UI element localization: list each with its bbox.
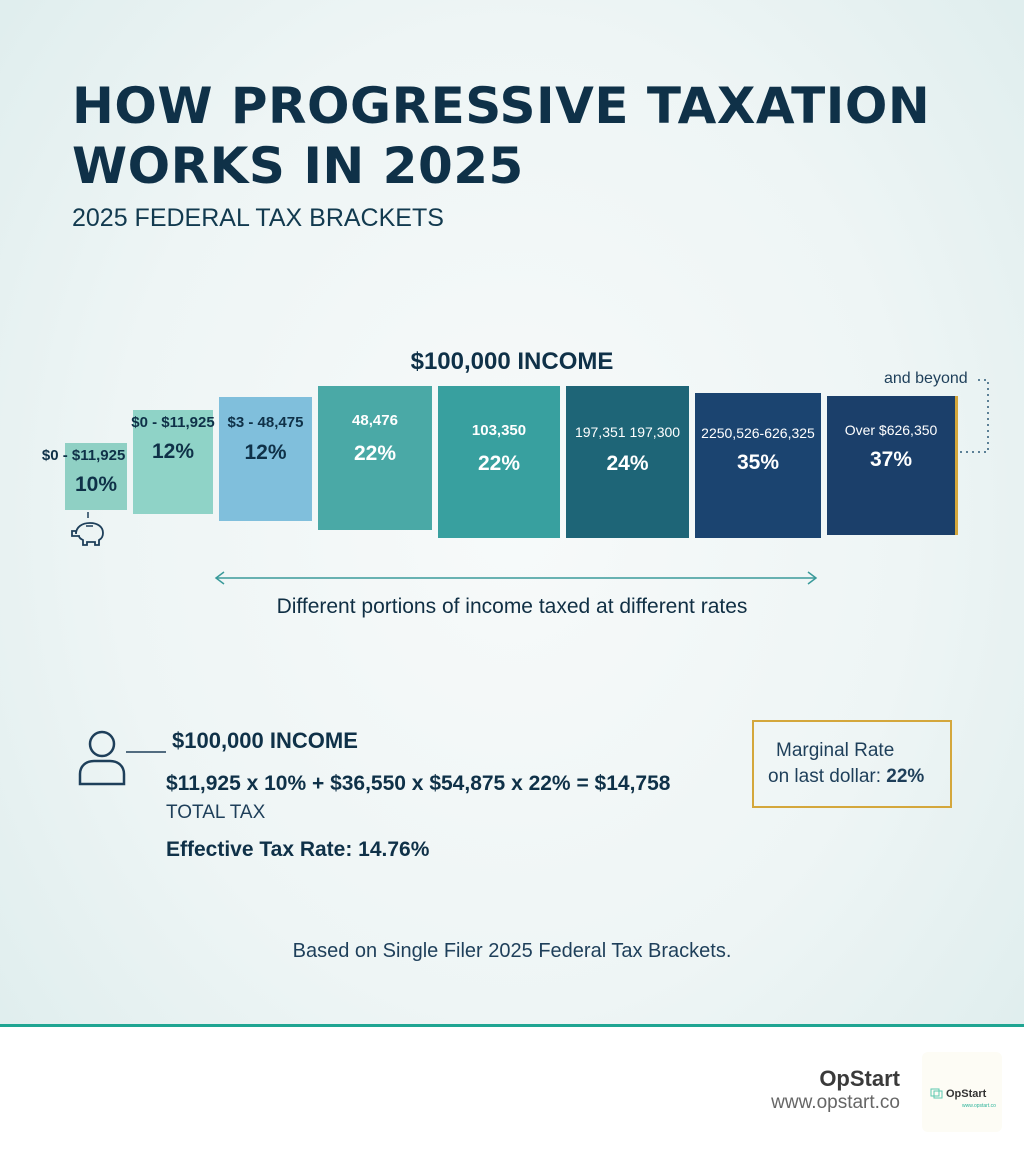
bracket-rate: 37% (869, 448, 913, 471)
brand-url[interactable]: www.opstart.co (771, 1092, 900, 1113)
bracket-rate: 22% (353, 442, 397, 465)
logo-squares-icon (930, 1088, 943, 1099)
person-icon (78, 730, 166, 786)
and-beyond-label: and beyond (884, 370, 968, 387)
bracket-box: 2250,526-626,325 35% (695, 393, 821, 538)
bracket-rate: 24% (606, 452, 649, 475)
tax-formula: $11,925 x 10% + $36,550 x $54,875 x 22% … (166, 772, 671, 795)
bracket-range: 197,351 197,300 (574, 424, 681, 440)
brand-name: OpStart (819, 1066, 900, 1091)
bracket-range: 2250,526-626,325 (701, 425, 815, 441)
subtitle: 2025 FEDERAL TAX BRACKETS (72, 204, 444, 232)
logo-text: OpStart (946, 1088, 987, 1100)
bracket-range: 103,350 (471, 422, 527, 439)
logo-url: www.opstart.co (962, 1103, 996, 1109)
bracket-box: 48,476 22% (318, 386, 432, 530)
bracket-rate: 10% (74, 473, 118, 496)
basis-note: Based on Single Filer 2025 Federal Tax B… (292, 940, 732, 962)
title-line-1: HOW PROGRESSIVE TAXATION (72, 77, 931, 135)
piggy-bank-icon (71, 512, 104, 546)
bracket-rate: 12% (244, 441, 287, 464)
title-line-2: WORKS IN 2025 (72, 137, 524, 195)
bracket-range: $0 - $11,925 (131, 414, 215, 431)
bracket-box: 103,350 22% (438, 386, 560, 538)
total-tax-label: TOTAL TAX (166, 802, 266, 823)
bracket-range: $0 - $11,925 (41, 447, 126, 464)
opstart-logo: OpStart www.opstart.co (922, 1052, 1002, 1132)
bracket-rate: 35% (736, 451, 780, 474)
effective-rate: Effective Tax Rate: 14.76% (166, 838, 430, 861)
marginal-title: Marginal Rate (776, 740, 895, 761)
bracket-box: $0 - $11,925 10% (42, 443, 127, 510)
bracket-box: $0 - $11,925 12% (131, 410, 215, 514)
bracket-box: 197,351 197,300 24% (566, 386, 689, 538)
bracket-range: 48,476 (352, 412, 398, 429)
page-title: HOW PROGRESSIVE TAXATION WORKS IN 2025 (72, 76, 930, 196)
bracket-box: Over $626,350 37% (827, 396, 958, 535)
portions-caption: Different portions of income taxed at di… (276, 595, 748, 618)
portions-arrow (214, 571, 818, 585)
income-label: $100,000 INCOME (410, 348, 614, 375)
marginal-rate: 22% (886, 766, 925, 787)
footer (0, 1024, 1024, 1154)
marginal-rate-box: Marginal Rate on last dollar: 22% (752, 720, 952, 808)
bracket-range: $3 - 48,475 (227, 414, 304, 431)
bracket-rate: 12% (151, 440, 195, 463)
example-income: $100,000 INCOME (172, 728, 358, 753)
bracket-range: Over $626,350 (844, 422, 938, 438)
bracket-box: $3 - 48,475 12% (219, 397, 312, 521)
marginal-line2: on last dollar: (768, 766, 887, 787)
beyond-connector (960, 379, 989, 453)
bracket-rate: 22% (477, 452, 521, 475)
